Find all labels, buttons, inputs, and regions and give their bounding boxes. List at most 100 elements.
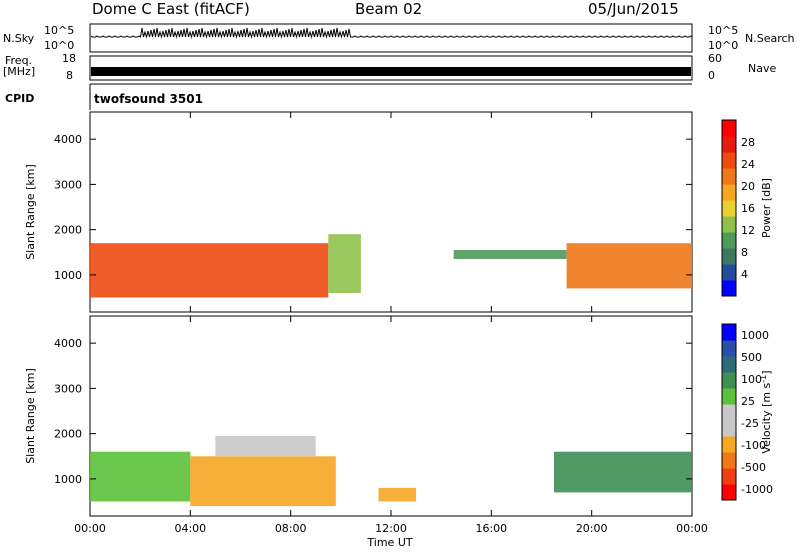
nave-label: Nave	[748, 62, 777, 75]
velocity-axes: 1000 2000 3000 4000 00:00 04:00 08:00 12:00 16:0…	[24, 316, 708, 549]
velocity-ytick-label-2: 3000	[54, 382, 82, 395]
power-ylabel: Slant Range [km]	[24, 164, 37, 260]
power-colorbar-label: Power [dB]	[760, 178, 773, 238]
power-colorbar-tick-0: 4	[741, 268, 748, 281]
velocity-colorbar-cell-1	[722, 468, 736, 485]
power-colorbar-tick-3: 16	[741, 202, 755, 215]
power-ytick-label-0: 1000	[54, 269, 82, 282]
velocity-ylabel: Slant Range [km]	[24, 368, 37, 464]
velocity-colorbar-tick-3: 25	[741, 395, 755, 408]
velocity-panel: 1000 2000 3000 4000 00:00 04:00 08:00 12:00 16:0…	[24, 315, 773, 549]
power-colorbar-tick-4: 20	[741, 180, 755, 193]
velocity-region-1	[190, 456, 336, 507]
nsearch-tick-top: 10^5	[708, 24, 739, 37]
velocity-xtick-label-2: 08:00	[275, 522, 307, 535]
power-colorbar-frame	[721, 119, 737, 297]
power-colorbar-cell-10	[722, 120, 736, 137]
velocity-region-2	[215, 435, 316, 457]
beam-title: Beam 02	[355, 0, 423, 18]
power-region-2	[453, 250, 567, 259]
freq-unit: [MHz]	[3, 65, 36, 78]
velocity-colorbar-cell-4	[722, 420, 736, 437]
power-colorbar-cell-1	[722, 264, 736, 281]
velocity-colorbar-cell-10	[722, 324, 736, 341]
nsky-label: N.Sky	[3, 32, 35, 45]
date-title: 05/Jun/2015	[588, 0, 679, 18]
power-colorbar-cell-3	[722, 232, 736, 249]
velocity-colorbar-tick-2: 100	[741, 373, 762, 386]
velocity-xtick-label-6: 00:00	[676, 522, 708, 535]
velocity-colorbar-frame	[721, 323, 737, 501]
power-panel: 1000 2000 3000 4000 Slant Range [km] 4 8 12 16 2…	[24, 111, 773, 313]
velocity-colorbar-tick-1: 500	[741, 351, 762, 364]
power-colorbar-tick-2: 12	[741, 224, 755, 237]
nsearch-tick-bottom: 10^0	[708, 39, 739, 52]
velocity-data-layer	[90, 435, 692, 507]
velocity-colorbar-cell-6	[722, 388, 736, 405]
power-colorbar: 4 8 12 16 20 24 28 Power [dB]	[721, 119, 773, 297]
velocity-colorbar-tick-4: -25	[741, 417, 759, 430]
velocity-colorbar-cell-3	[722, 436, 736, 453]
power-colorbar-cell-8	[722, 152, 736, 169]
velocity-xtick-label-5: 20:00	[576, 522, 608, 535]
velocity-colorbar-cell-5	[722, 404, 736, 421]
velocity-colorbar-cell-7	[722, 372, 736, 389]
velocity-xtick-label-0: 00:00	[74, 522, 106, 535]
velocity-region-4	[554, 451, 692, 493]
nave-tick-bottom: 0	[708, 69, 715, 82]
velocity-colorbar-label-main: Velocity [m s	[760, 382, 773, 453]
velocity-colorbar-label-end: ]	[760, 370, 773, 374]
velocity-region-0	[90, 451, 191, 502]
velocity-colorbar-cell-2	[722, 452, 736, 469]
nsky-tick-top: 10^5	[44, 24, 75, 37]
velocity-colorbar-tick-7: -1000	[741, 483, 773, 496]
velocity-region-3	[378, 487, 417, 502]
status-panels	[89, 23, 693, 110]
power-ytick-label-2: 3000	[54, 178, 82, 191]
freq-panel-frame	[89, 55, 693, 81]
nsky-panel-frame	[89, 23, 693, 53]
power-axes: 1000 2000 3000 4000 Slant Range [km]	[24, 112, 693, 312]
nave-tick-top: 60	[708, 52, 722, 65]
freq-tick-top: 18	[62, 52, 76, 65]
power-colorbar-cell-0	[722, 280, 736, 297]
velocity-colorbar-cell-9	[722, 340, 736, 357]
velocity-colorbar-label: Velocity [m s-1]	[759, 370, 773, 453]
power-colorbar-cell-9	[722, 136, 736, 153]
freq-label: Freq.	[5, 54, 33, 67]
power-colorbar-cell-6	[722, 184, 736, 201]
velocity-colorbar-tick-0: 1000	[741, 329, 769, 342]
power-ytick-label-1: 2000	[54, 224, 82, 237]
power-colorbar-tick-1: 8	[741, 246, 748, 259]
power-region-3	[566, 243, 692, 289]
velocity-colorbar-cell-8	[722, 356, 736, 373]
freq-tick-bottom: 8	[66, 69, 73, 82]
power-colorbar-cell-2	[722, 248, 736, 265]
power-colorbar-tick-5: 24	[741, 158, 755, 171]
power-ytick-label-3: 4000	[54, 133, 82, 146]
nsky-trace	[90, 27, 693, 39]
power-colorbar-cell-7	[722, 168, 736, 185]
power-colorbar-cell-4	[722, 216, 736, 233]
velocity-colorbar-tick-5: -100	[741, 439, 766, 452]
freq-band	[91, 67, 691, 76]
velocity-colorbar-tick-6: -500	[741, 461, 766, 474]
velocity-ytick-label-1: 2000	[54, 428, 82, 441]
velocity-ytick-label-3: 4000	[54, 337, 82, 350]
velocity-ytick-label-0: 1000	[54, 473, 82, 486]
velocity-xlabel: Time UT	[366, 536, 412, 549]
power-colorbar-label-main: Power [dB]	[760, 178, 773, 238]
power-colorbar-tick-6: 28	[741, 136, 755, 149]
velocity-colorbar-cell-0	[722, 484, 736, 501]
velocity-colorbar: 1000 500 100 25 -25 -100 -500 -1000 Velocity [m …	[721, 323, 773, 501]
station-title: Dome C East (fitACF)	[92, 0, 250, 18]
power-region-1	[328, 234, 361, 293]
power-region-0	[90, 243, 329, 298]
velocity-xtick-label-4: 16:00	[475, 522, 507, 535]
nsky-tick-bottom: 10^0	[44, 39, 75, 52]
power-colorbar-cell-5	[722, 200, 736, 217]
cpid-label: CPID	[5, 92, 35, 105]
velocity-xtick-label-1: 04:00	[174, 522, 206, 535]
